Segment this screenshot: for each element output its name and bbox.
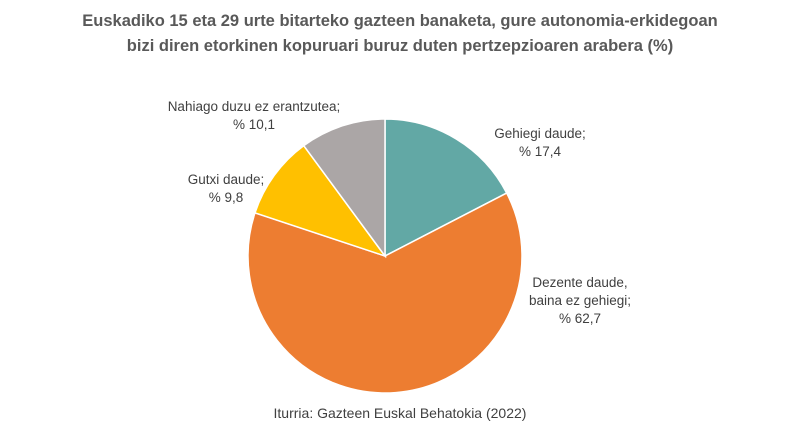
pie-slice-2 — [254, 144, 388, 258]
pie-slice-0 — [384, 118, 508, 258]
source-note: Iturria: Gazteen Euskal Behatokia (2022) — [273, 405, 527, 421]
slice-label: baina ez gehiegi; — [528, 293, 632, 308]
slice-value: % 17,4 — [518, 144, 562, 159]
chart-title-line-1: Euskadiko 15 eta 29 urte bitarteko gazte… — [82, 12, 718, 30]
slice-value: % 9,8 — [208, 190, 244, 205]
slice-label: Nahiago duzu ez erantzutea; — [167, 99, 341, 114]
slice-label: Gehiegi daude; — [494, 126, 586, 141]
pie-slice-1 — [247, 192, 523, 394]
slice-value: % 62,7 — [558, 311, 602, 326]
slice-label: Gutxi daude; — [187, 172, 265, 187]
data-label-dezente: Dezente daude, baina ez gehiegi; % 62,7 — [529, 274, 631, 328]
data-label-gutxi: Gutxi daude; % 9,8 — [188, 171, 265, 207]
chart-title-line-2: bizi diren etorkinen kopuruari buruz dut… — [126, 37, 674, 55]
pie-slice-3 — [302, 118, 386, 259]
data-label-nahiago: Nahiago duzu ez erantzutea; % 10,1 — [168, 98, 341, 134]
data-label-gehiegi: Gehiegi daude; % 17,4 — [494, 125, 586, 161]
slice-value: % 10,1 — [232, 117, 276, 132]
slice-label: Dezente daude, — [532, 275, 628, 290]
